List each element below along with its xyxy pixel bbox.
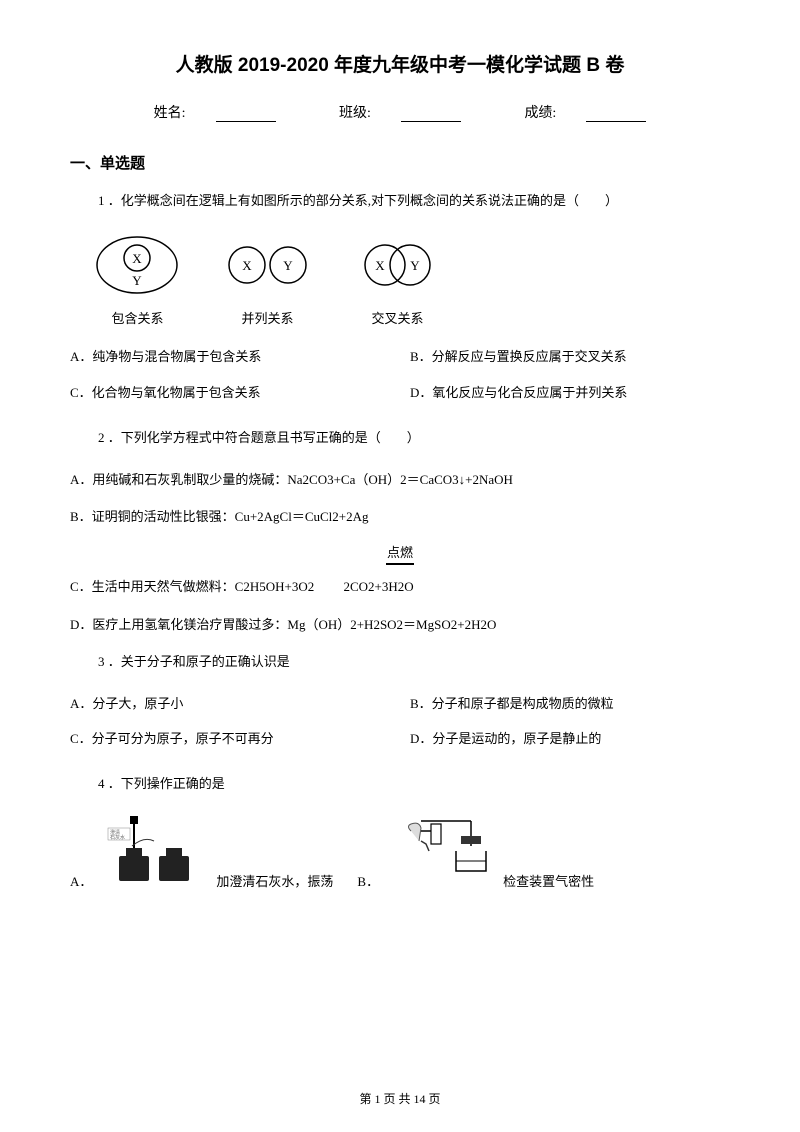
q1-option-a: A．纯净物与混合物属于包含关系 [70, 345, 390, 368]
inclusion-y: Y [132, 273, 142, 288]
q3-option-a: A．分子大，原子小 [70, 692, 390, 715]
lab-equipment-b-svg [391, 816, 491, 886]
q4-label-b: B． [357, 871, 379, 890]
q1-option-c: C．化合物与氧化物属于包含关系 [70, 381, 390, 404]
inclusion-x: X [132, 251, 142, 266]
q1-options: A．纯净物与混合物属于包含关系 B．分解反应与置换反应属于交叉关系 C．化合物与… [70, 345, 730, 404]
q4-label-a: A． [70, 871, 92, 890]
q4-text-b: 检查装置气密性 [503, 871, 594, 890]
parallel-label: 并列关系 [220, 308, 315, 327]
exam-title: 人教版 2019-2020 年度九年级中考一模化学试题 B 卷 [70, 50, 730, 77]
cross-x: X [375, 258, 385, 273]
q4-text: 4 ．下列操作正确的是 [70, 772, 730, 795]
q1-option-b: B．分解反应与置换反应属于交叉关系 [410, 345, 730, 368]
q2-text: 2 ．下列化学方程式中符合题意且书写正确的是（ ） [70, 426, 730, 449]
dianran-line [386, 563, 414, 565]
parallel-y: Y [283, 258, 293, 273]
diagram-inclusion: X Y 包含关系 [90, 230, 185, 327]
inclusion-label: 包含关系 [90, 308, 185, 327]
parallel-diagram-svg: X Y [220, 230, 315, 300]
lab-equipment-a-svg: 澄清 石灰水 [104, 816, 204, 886]
cross-label: 交叉关系 [350, 308, 445, 327]
q2-option-b: B．证明铜的活动性比银强：Cu+2AgCl＝CuCl2+2Ag [70, 505, 730, 528]
name-label: 姓名: [154, 106, 186, 121]
q4-text-a: 加澄清石灰水，振荡 [216, 871, 333, 890]
score-field: 成绩: [509, 106, 661, 121]
diagram-cross: X Y 交叉关系 [350, 230, 445, 327]
score-label: 成绩: [524, 106, 556, 121]
q4-image-b [391, 816, 491, 890]
inclusion-diagram-svg: X Y [90, 230, 185, 300]
q3-text: 3 ．关于分子和原子的正确认识是 [70, 650, 730, 673]
svg-text:澄清: 澄清 [110, 829, 120, 836]
q4-options-row: A． 澄清 石灰水 加澄清石灰水，振荡 B． 检查装置气密性 [70, 816, 730, 890]
q3-option-c: C．分子可分为原子，原子不可再分 [70, 727, 390, 750]
q3-option-b: B．分子和原子都是构成物质的微粒 [410, 692, 730, 715]
diagram-parallel: X Y 并列关系 [220, 230, 315, 327]
svg-text:石灰水: 石灰水 [110, 834, 125, 841]
class-field: 班级: [324, 106, 479, 121]
q2-option-d: D．医疗上用氢氧化镁治疗胃酸过多：Mg（OH）2+H2SO2＝MgSO2+2H2… [70, 613, 730, 636]
section-header: 一、单选题 [70, 152, 730, 173]
q3-option-d: D．分子是运动的，原子是静止的 [410, 727, 730, 750]
page-footer: 第 1 页 共 14 页 [0, 1090, 800, 1107]
q4-image-a: 澄清 石灰水 [104, 816, 204, 890]
student-info-line: 姓名: 班级: 成绩: [70, 102, 730, 122]
class-label: 班级: [339, 106, 371, 121]
score-blank [586, 108, 646, 122]
q1-option-d: D．氧化反应与化合反应属于并列关系 [410, 381, 730, 404]
q1-diagrams: X Y 包含关系 X Y 并列关系 X Y 交叉关系 [90, 230, 730, 327]
dianran-label: 点燃 [70, 542, 730, 561]
cross-diagram-svg: X Y [350, 230, 445, 300]
name-field: 姓名: [139, 106, 294, 121]
q2-option-c: C．生活中用天然气做燃料：C2H5OH+3O2 2CO2+3H2O [70, 575, 730, 598]
q2-option-a: A．用纯碱和石灰乳制取少量的烧碱：Na2CO3+Ca（OH）2＝CaCO3↓+2… [70, 468, 730, 491]
cross-y: Y [410, 258, 420, 273]
class-blank [401, 108, 461, 122]
parallel-x: X [242, 258, 252, 273]
q3-options: A．分子大，原子小 B．分子和原子都是构成物质的微粒 C．分子可分为原子，原子不… [70, 692, 730, 751]
name-blank [216, 108, 276, 122]
q1-text: 1 ．化学概念间在逻辑上有如图所示的部分关系,对下列概念间的关系说法正确的是（ … [70, 189, 730, 212]
